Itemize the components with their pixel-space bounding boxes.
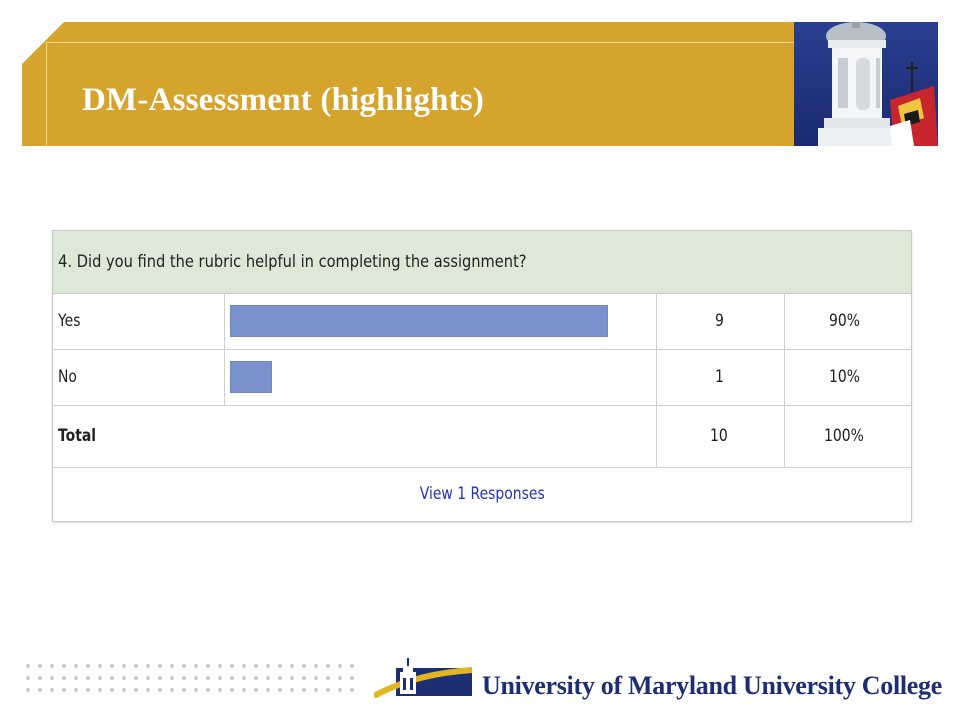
answer-percent: 90% [829,311,861,331]
survey-results-table: 4. Did you find the rubric helpful in co… [52,230,912,522]
answer-label: No [53,349,225,405]
table-row-no: No 1 10% [53,349,911,406]
question-text: 4. Did you find the rubric helpful in co… [58,252,527,272]
answer-count: 1 [657,349,785,405]
decorative-dot-grid [22,660,362,698]
answer-bar-cell [225,349,657,405]
cupola-photo [794,22,938,146]
table-row-total: Total 10 100% [53,405,911,468]
table-row-yes: Yes 9 90% [53,293,911,350]
answer-bar-no [230,361,272,393]
view-responses-link[interactable]: View 1 Responses [419,484,545,504]
view-responses-row: View 1 Responses [53,467,911,521]
answer-label: Yes [53,293,225,349]
answer-count: 9 [657,293,785,349]
answer-bar-cell [225,293,657,349]
umuc-logo-icon [372,656,474,699]
total-percent: 100% [823,426,864,446]
question-header: 4. Did you find the rubric helpful in co… [53,231,911,294]
answer-percent: 10% [829,367,861,387]
slide-title: DM-Assessment (highlights) [82,82,485,118]
total-count: 10 [657,405,785,467]
institution-name: University of Maryland University Colleg… [482,671,942,700]
answer-bar-yes [230,305,608,337]
total-label: Total [53,405,657,467]
